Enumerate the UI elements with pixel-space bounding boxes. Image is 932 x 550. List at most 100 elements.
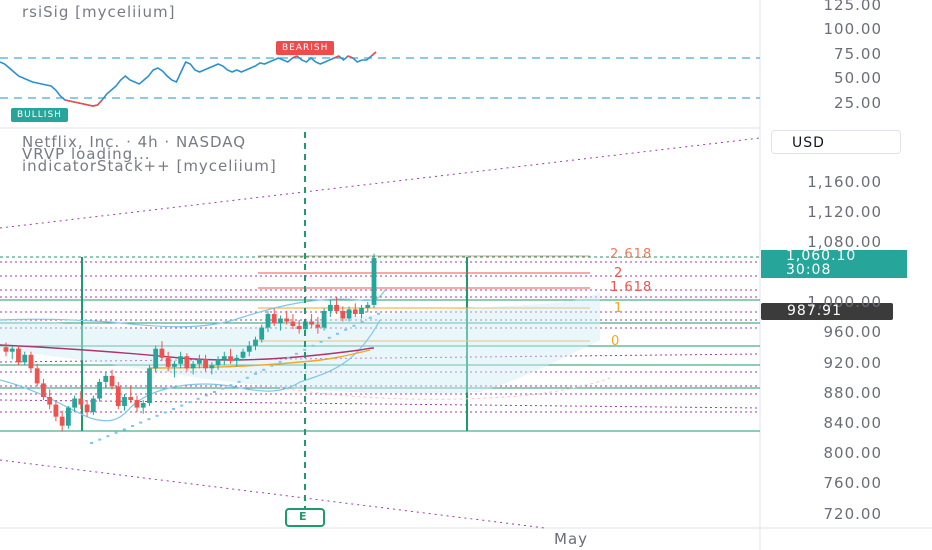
rsi-indicator-title[interactable]: rsiSig [myceliium] <box>22 3 176 21</box>
rsi-extreme-segment <box>347 55 354 59</box>
rsi-axis-tick: 75.00 <box>834 45 882 63</box>
candle-body <box>41 383 46 398</box>
candle-body <box>359 307 364 314</box>
candle-body <box>296 326 302 330</box>
candle-body <box>253 339 258 346</box>
cloud-band <box>0 292 600 394</box>
channel-lower-line <box>0 459 546 529</box>
psar-dot <box>163 411 167 414</box>
candle-body <box>147 368 152 404</box>
candle-body <box>53 404 59 417</box>
candle-body <box>290 321 296 327</box>
candle-body <box>134 400 140 408</box>
psar-dot <box>114 431 118 434</box>
bollinger-upper <box>0 289 386 328</box>
fib-label: 1 <box>614 301 624 316</box>
psar-dot <box>368 316 372 319</box>
bearish-label: BEARISH <box>276 41 335 55</box>
candle-body <box>196 359 202 364</box>
candle-body <box>203 359 208 369</box>
psar-dot <box>139 421 143 424</box>
candle-body <box>352 309 358 314</box>
psar-dot <box>303 348 307 351</box>
candle-body <box>334 304 339 311</box>
rsi-extreme-segment <box>370 51 377 57</box>
level-tag[interactable] <box>761 303 893 320</box>
psar-dot <box>196 397 200 400</box>
bullish-label: BULLISH <box>11 108 68 122</box>
psar-dot <box>352 324 356 327</box>
candle-body <box>234 357 240 361</box>
price-axis-tick: 1,160.00 <box>807 173 882 191</box>
candle-body <box>59 416 65 426</box>
rsi-axis-tick: 25.00 <box>834 94 882 112</box>
candle-body <box>221 356 227 360</box>
price-axis-tick: 720.00 <box>823 505 882 523</box>
candle-body <box>90 398 96 413</box>
candle-body <box>278 318 283 324</box>
candle-body <box>65 407 71 426</box>
cloud-edge <box>279 377 611 400</box>
psar-dot <box>131 425 134 427</box>
candle-body <box>109 375 115 387</box>
psar-dot <box>180 404 184 407</box>
candle-body <box>340 310 346 319</box>
candle-body <box>327 304 333 311</box>
psar-dot <box>254 372 257 375</box>
candle-body <box>165 357 171 367</box>
candle-body <box>122 397 127 407</box>
psar-dot <box>286 356 290 359</box>
fib-label: 1.618 <box>610 280 653 295</box>
psar-dot <box>147 418 151 421</box>
price-axis-tick: 920.00 <box>823 354 882 372</box>
candle-body <box>321 310 327 328</box>
psar-dot <box>327 336 331 339</box>
indicator-legend[interactable]: indicatorStack++ [myceliium] <box>22 157 277 175</box>
candle-body <box>34 368 40 384</box>
channel-upper-line <box>0 137 761 229</box>
candle-body <box>78 398 84 405</box>
candle-body <box>97 381 102 399</box>
candle-body <box>309 321 315 325</box>
candle-body <box>3 347 9 352</box>
psar-dot <box>311 344 315 347</box>
currency-button[interactable]: USD <box>771 130 901 154</box>
rsi-extreme-segment <box>333 55 340 59</box>
candle-body <box>259 327 265 340</box>
psar-dots <box>90 312 380 444</box>
candle-body <box>178 356 184 364</box>
price-axis-tick: 1,080.00 <box>807 233 882 251</box>
price-axis-tick: 880.00 <box>823 384 882 402</box>
candle-body <box>28 354 34 369</box>
psar-dot <box>172 408 175 410</box>
candle-body <box>246 345 252 352</box>
candle-body <box>22 354 28 363</box>
fib-lines <box>258 255 590 342</box>
candle-body <box>371 258 377 305</box>
price-tag[interactable] <box>761 250 907 278</box>
support-lines <box>0 261 761 413</box>
fib-label: 2 <box>614 266 624 281</box>
psar-dot <box>237 380 241 383</box>
psar-dot <box>221 387 225 390</box>
candle-body <box>190 363 196 369</box>
psar-dot <box>262 368 266 371</box>
candle-body <box>240 351 246 358</box>
candle-body <box>84 404 90 413</box>
price-axis-tick: 1,120.00 <box>807 203 882 221</box>
time-axis-label: May <box>554 530 589 548</box>
candlesticks <box>3 253 377 432</box>
price-axis-tick: 960.00 <box>823 323 882 341</box>
psar-dot <box>336 332 339 335</box>
candle-body <box>315 324 321 328</box>
psar-dot <box>344 328 348 331</box>
psar-dot <box>319 340 323 343</box>
symbol-title[interactable]: Netflix, Inc. · 4h · NASDAQ <box>22 133 247 151</box>
vrvp-legend[interactable]: VRVP loading... <box>22 145 151 163</box>
psar-dot <box>98 438 102 441</box>
candle-body <box>9 348 15 352</box>
rsi-line-path <box>0 51 377 107</box>
price-axis-tick: 840.00 <box>823 414 882 432</box>
earnings-marker[interactable] <box>285 508 325 527</box>
